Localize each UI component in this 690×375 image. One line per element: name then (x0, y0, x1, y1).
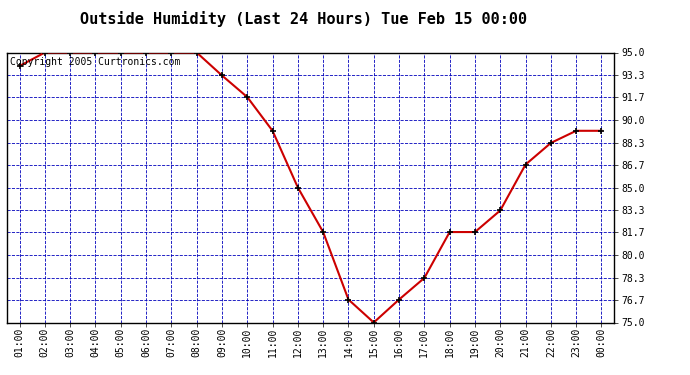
Text: Copyright 2005 Curtronics.com: Copyright 2005 Curtronics.com (10, 57, 180, 66)
Text: Outside Humidity (Last 24 Hours) Tue Feb 15 00:00: Outside Humidity (Last 24 Hours) Tue Feb… (80, 11, 527, 27)
